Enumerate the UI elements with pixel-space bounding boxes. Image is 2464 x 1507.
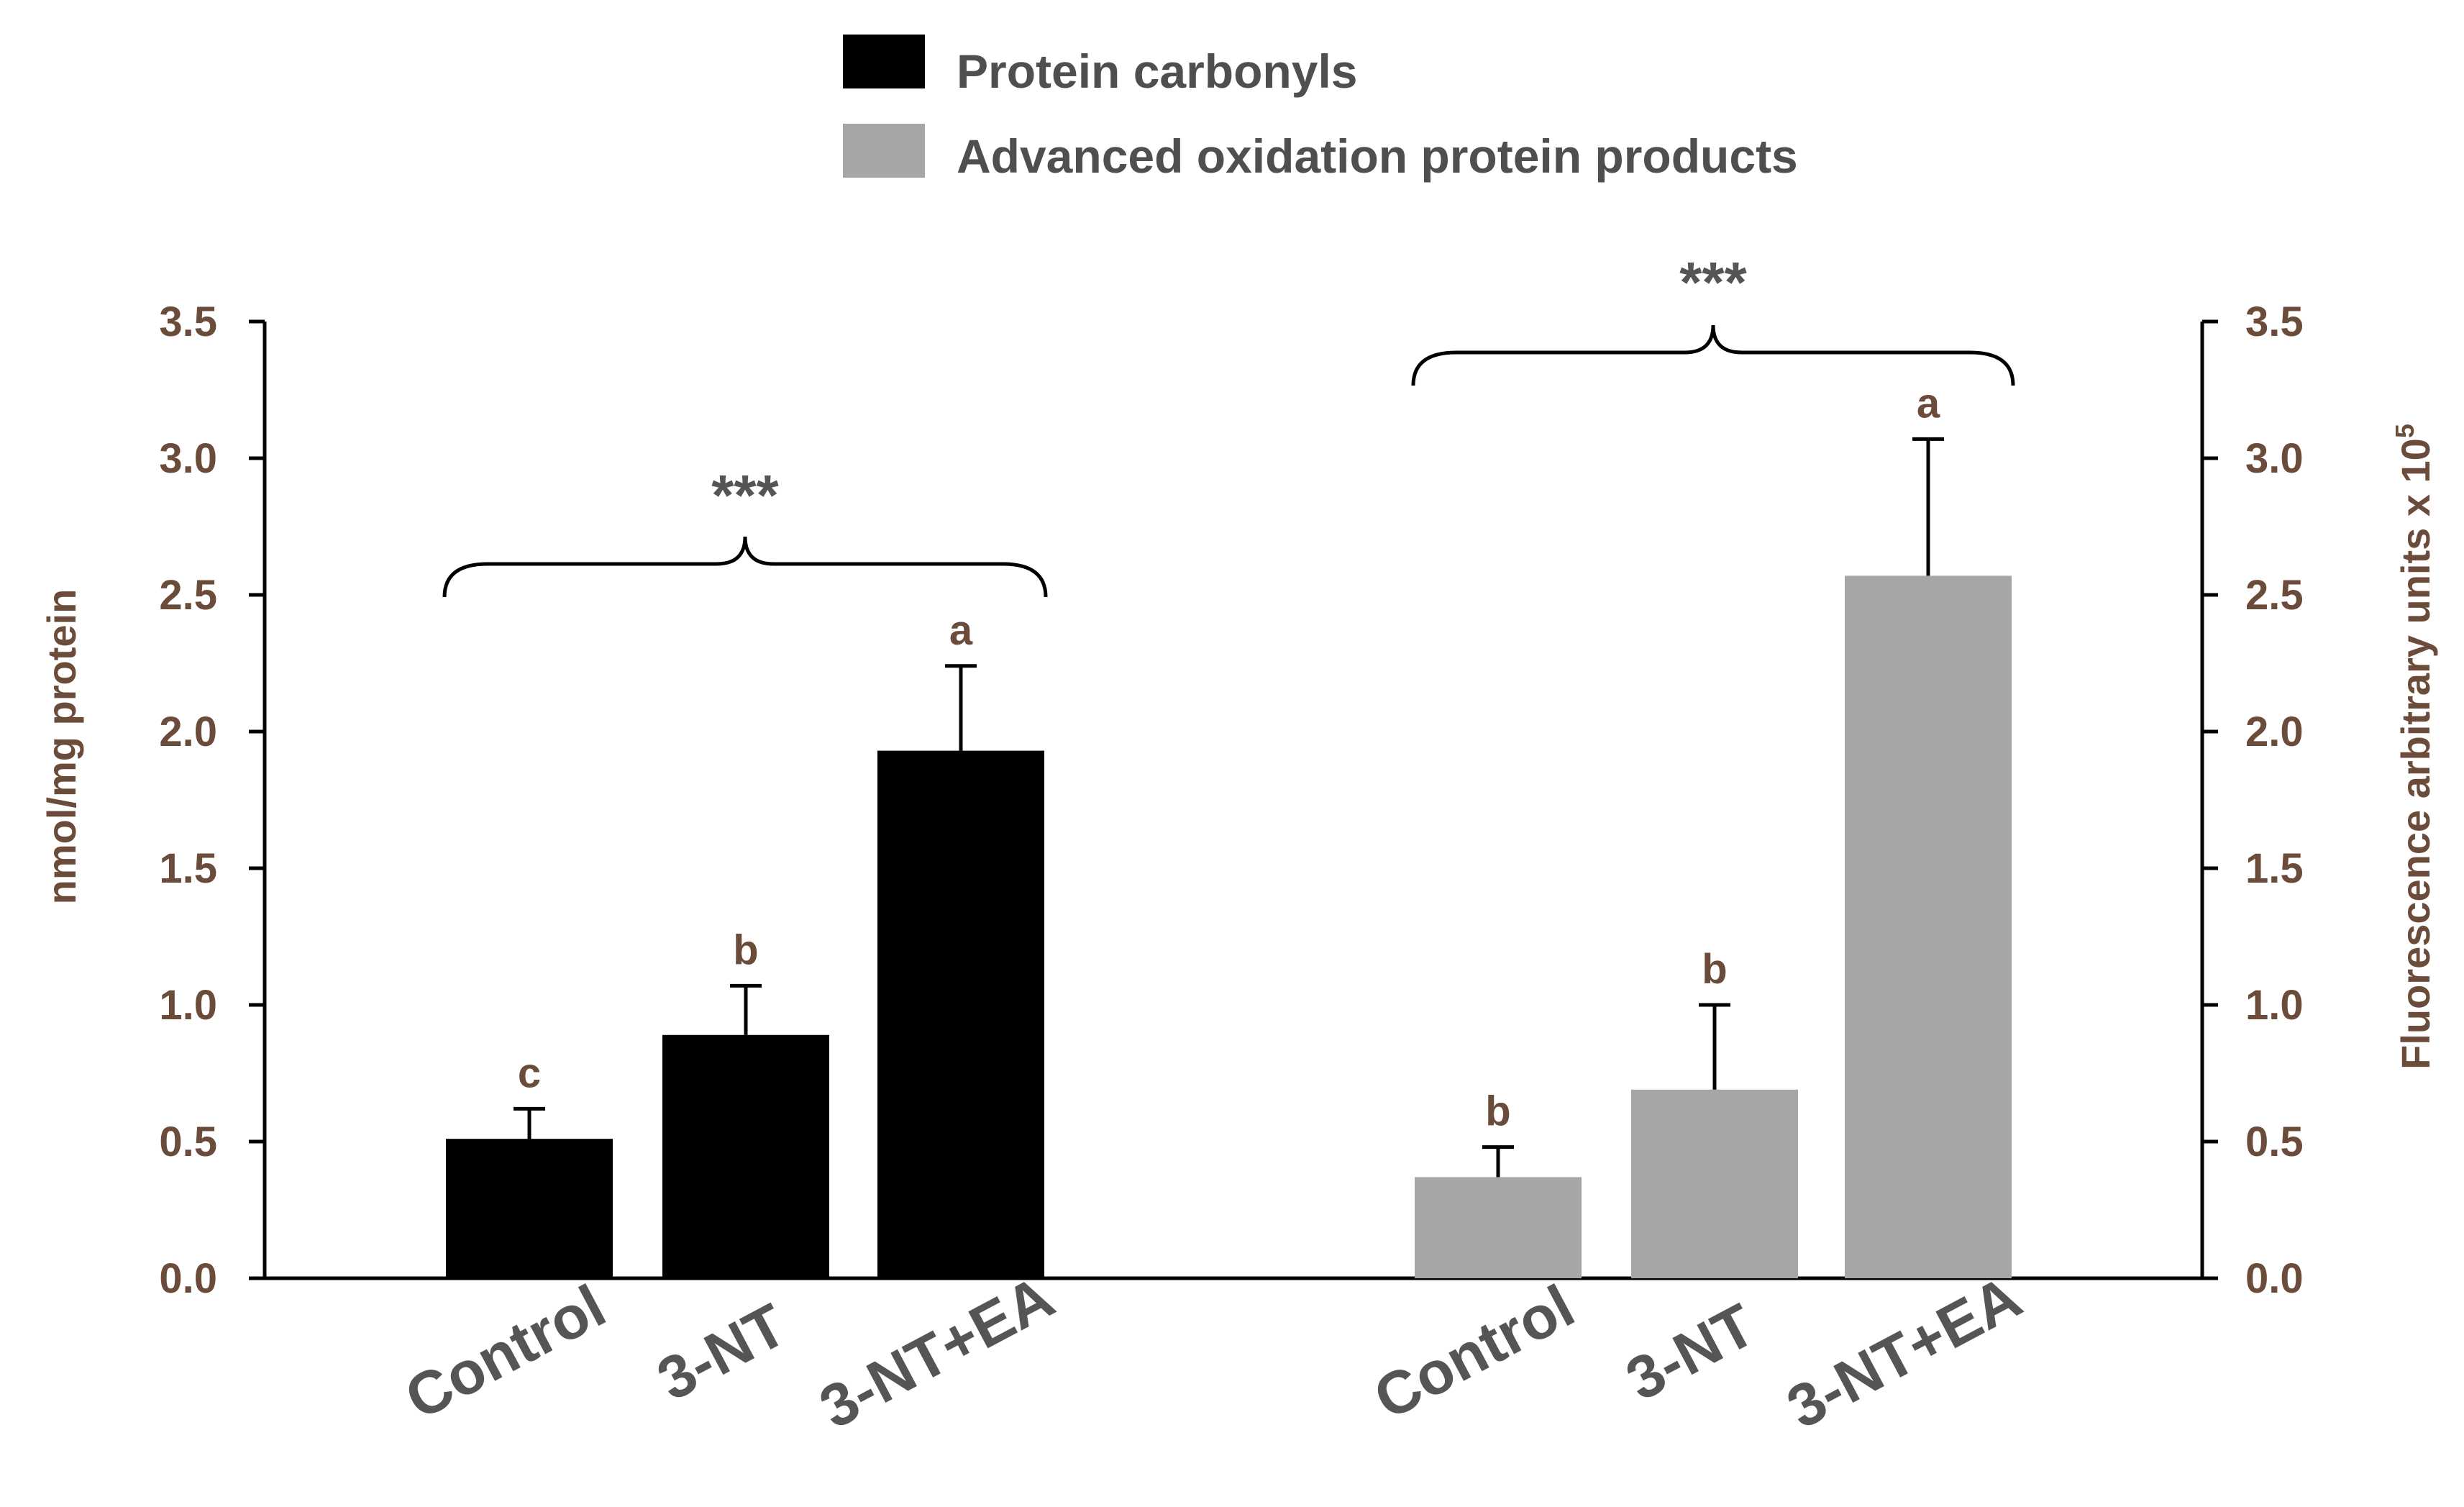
left-tick-label: 0.0 xyxy=(159,1255,217,1302)
significance-stars: *** xyxy=(1679,250,1747,314)
left-tick-label: 2.5 xyxy=(159,572,217,619)
left-tick-label: 1.0 xyxy=(159,982,217,1029)
annotations: c b a *** b b a *** xyxy=(442,250,2015,1135)
right-tick-label: 1.5 xyxy=(2245,845,2304,892)
right-axis-title: Fluorescence arbitrary units x 105 xyxy=(2390,424,2438,1070)
legend-swatch-protein-carbonyls xyxy=(843,35,925,88)
significance-letter: b xyxy=(1485,1088,1510,1135)
category-label: Control xyxy=(394,1272,616,1432)
right-axis-title-text: Fluorescence arbitrary units x 10 xyxy=(2393,438,2438,1070)
group-brace xyxy=(1411,324,2015,386)
left-tick-label: 3.0 xyxy=(159,435,217,482)
legend: Protein carbonyls Advanced oxidation pro… xyxy=(843,35,1798,183)
significance-letter: a xyxy=(1917,380,1940,427)
category-label: Control xyxy=(1363,1272,1584,1432)
right-tick-label: 3.0 xyxy=(2245,435,2304,482)
left-tick-label: 0.5 xyxy=(159,1119,217,1165)
significance-letter: b xyxy=(733,926,758,973)
right-tick-label: 0.0 xyxy=(2245,1255,2304,1302)
bar-1-1 xyxy=(1631,1089,1798,1278)
left-axis-ticks: 0.0 0.5 1.0 1.5 2.0 2.5 3.0 3.5 xyxy=(159,299,265,1302)
left-tick-label: 1.5 xyxy=(159,845,217,892)
group-brace xyxy=(442,536,1048,598)
left-tick-label: 3.5 xyxy=(159,299,217,345)
bar-0-2 xyxy=(877,750,1044,1278)
significance-letter: c xyxy=(518,1050,541,1096)
right-tick-label: 1.0 xyxy=(2245,982,2304,1029)
bars xyxy=(446,437,2012,1278)
left-axis-title: nmol/mg protein xyxy=(39,589,84,905)
legend-label-protein-carbonyls: Protein carbonyls xyxy=(957,45,1358,98)
right-tick-label: 0.5 xyxy=(2245,1119,2304,1165)
bar-0-1 xyxy=(662,1034,829,1278)
legend-label-aopp: Advanced oxidation protein products xyxy=(957,129,1798,183)
right-tick-label: 2.5 xyxy=(2245,572,2304,619)
legend-swatch-aopp xyxy=(843,124,925,178)
bar-1-2 xyxy=(1845,575,2012,1278)
significance-letter: a xyxy=(949,607,973,654)
category-label: 3-NT xyxy=(1615,1290,1766,1413)
bar-0-0 xyxy=(446,1139,613,1278)
right-tick-label: 3.5 xyxy=(2245,299,2304,345)
right-axis-title-superscript: 5 xyxy=(2390,424,2419,438)
significance-letter: b xyxy=(1702,946,1727,993)
category-label: 3-NT xyxy=(647,1290,797,1413)
category-label: 3-NT+EA xyxy=(809,1262,1064,1441)
category-label: 3-NT+EA xyxy=(1776,1262,2032,1441)
significance-stars: *** xyxy=(711,463,779,527)
right-tick-label: 2.0 xyxy=(2245,709,2304,755)
category-labels: Control 3-NT 3-NT+EA Control 3-NT 3-NT+EA xyxy=(394,1262,2032,1441)
left-tick-label: 2.0 xyxy=(159,709,217,755)
right-axis-ticks: 0.0 0.5 1.0 1.5 2.0 2.5 3.0 3.5 xyxy=(2202,299,2304,1302)
bar-1-0 xyxy=(1415,1177,1582,1278)
